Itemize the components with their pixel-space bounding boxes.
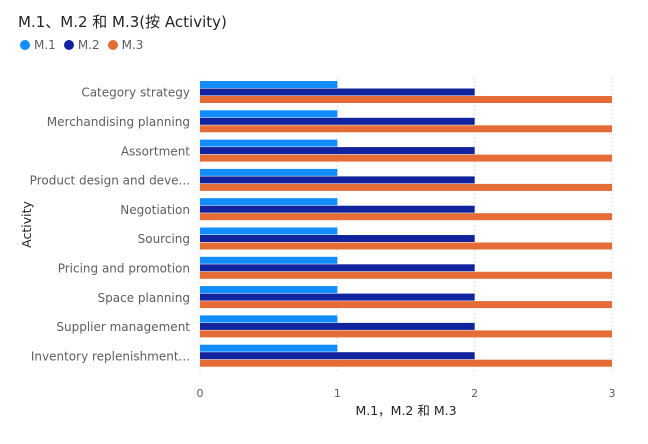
bar-m3-7[interactable] xyxy=(200,301,612,309)
legend-item-m2[interactable]: M.2 xyxy=(63,38,100,52)
category-label: Pricing and promotion xyxy=(58,261,190,275)
category-label: Inventory replenishment... xyxy=(31,349,190,363)
legend-marker-m2 xyxy=(63,40,74,50)
bar-m3-3[interactable] xyxy=(200,183,612,191)
bar-m2-3[interactable] xyxy=(200,176,475,184)
x-tick-label: 0 xyxy=(197,387,204,400)
bar-m1-4[interactable] xyxy=(200,198,338,206)
category-label: Merchandising planning xyxy=(47,115,190,129)
bar-m2-4[interactable] xyxy=(200,205,475,213)
category-label: Category strategy xyxy=(81,86,190,100)
category-label: Supplier management xyxy=(56,320,190,334)
bar-m3-6[interactable] xyxy=(200,271,612,279)
x-axis-title: M.1，M.2 和 M.3 xyxy=(355,403,456,418)
bar-m1-8[interactable] xyxy=(200,315,338,323)
bar-m3-5[interactable] xyxy=(200,242,612,250)
category-label: Sourcing xyxy=(138,232,190,246)
category-label: Product design and deve... xyxy=(30,174,190,188)
x-tick-label: 1 xyxy=(334,387,341,400)
bar-m2-9[interactable] xyxy=(200,352,475,360)
category-label: Space planning xyxy=(98,291,190,305)
x-tick-label: 2 xyxy=(471,387,478,400)
legend-item-m3[interactable]: M.3 xyxy=(107,38,144,52)
bar-m2-2[interactable] xyxy=(200,147,475,155)
bar-m2-8[interactable] xyxy=(200,322,475,330)
bar-m1-7[interactable] xyxy=(200,286,338,294)
bar-m1-2[interactable] xyxy=(200,139,338,147)
bar-m3-0[interactable] xyxy=(200,96,612,103)
bar-m1-9[interactable] xyxy=(200,344,338,352)
legend-item-m1[interactable]: M.1 xyxy=(20,38,56,52)
bar-m2-0[interactable] xyxy=(200,88,475,96)
bar-m2-1[interactable] xyxy=(200,117,475,125)
bar-m1-0[interactable] xyxy=(200,81,338,88)
legend-marker-m3 xyxy=(107,40,118,50)
x-tick-label: 3 xyxy=(609,387,616,400)
bar-m1-5[interactable] xyxy=(200,227,338,235)
legend: M.1 M.2 M.3 xyxy=(20,38,143,52)
chart-title: M.1、M.2 和 M.3(按 Activity) xyxy=(18,13,227,31)
y-axis-title: Activity xyxy=(19,201,34,248)
legend-marker-m1 xyxy=(20,40,30,50)
legend-label-m2: M.2 xyxy=(77,38,100,52)
bar-m2-7[interactable] xyxy=(200,293,475,301)
bar-m3-9[interactable] xyxy=(200,359,612,367)
legend-label-m1: M.1 xyxy=(34,38,56,52)
bar-m3-2[interactable] xyxy=(200,154,612,162)
bar-m1-6[interactable] xyxy=(200,256,338,264)
bar-m3-1[interactable] xyxy=(200,125,612,133)
bar-m1-1[interactable] xyxy=(200,110,338,118)
bar-m3-8[interactable] xyxy=(200,330,612,338)
legend-label-m3: M.3 xyxy=(121,38,144,52)
bar-m3-4[interactable] xyxy=(200,213,612,221)
bar-m2-5[interactable] xyxy=(200,235,475,242)
bar-m1-3[interactable] xyxy=(200,168,338,176)
category-label: Negotiation xyxy=(120,203,190,217)
bar-m2-6[interactable] xyxy=(200,264,475,272)
category-label: Assortment xyxy=(121,144,190,158)
